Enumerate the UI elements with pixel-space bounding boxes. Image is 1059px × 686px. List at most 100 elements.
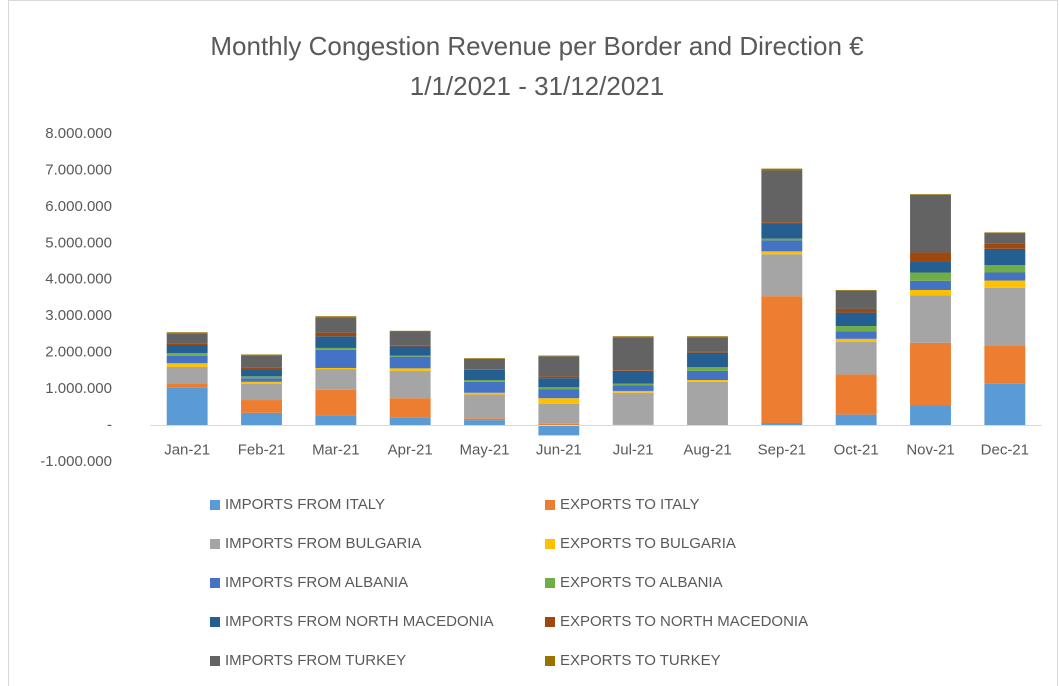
- bar-segment: [166, 343, 208, 346]
- bar-segment: [835, 289, 877, 291]
- legend-label: IMPORTS FROM ITALY: [225, 496, 385, 513]
- bar-segment: [538, 387, 580, 390]
- legend-label: EXPORTS TO TURKEY: [560, 652, 721, 669]
- y-tick-label: 3.000.000: [45, 307, 112, 324]
- bar-segment: [612, 383, 654, 386]
- bar-segment: [910, 194, 951, 253]
- x-tick-label: Sep-21: [758, 442, 806, 459]
- legend-swatch: [545, 578, 555, 588]
- legend-label: EXPORTS TO ALBANIA: [560, 574, 723, 591]
- y-tick-label: 2.000.000: [45, 344, 112, 361]
- bar-segment: [464, 381, 505, 393]
- bar-segment: [315, 347, 357, 350]
- legend-label: EXPORTS TO ITALY: [560, 496, 700, 513]
- bar-segment: [910, 295, 951, 343]
- bar-segment: [464, 392, 505, 395]
- bar-segment: [241, 383, 282, 401]
- bar-segment: [389, 368, 431, 371]
- x-tick-label: Jan-21: [164, 442, 210, 459]
- x-tick-label: Feb-21: [238, 442, 286, 459]
- legend-label: EXPORTS TO BULGARIA: [560, 535, 736, 552]
- bar-segment: [464, 358, 505, 359]
- bar-segment: [166, 363, 208, 367]
- bar-segment: [538, 378, 580, 388]
- bar-segment: [538, 398, 580, 404]
- bar-segment: [984, 248, 1026, 266]
- bar-segment: [389, 331, 431, 346]
- legend-swatch: [545, 617, 555, 627]
- bar-segment: [389, 356, 431, 369]
- bar-segment: [464, 394, 505, 419]
- bar-segment: [241, 376, 282, 379]
- legend-swatch: [545, 539, 555, 549]
- chart-title: Monthly Congestion Revenue per Border an…: [210, 31, 864, 61]
- bar-segment: [464, 369, 505, 380]
- bar-segment: [984, 272, 1026, 281]
- bar-segment: [464, 420, 505, 426]
- bar-segment: [389, 330, 431, 332]
- bar-segment: [687, 336, 728, 338]
- bar-segment: [166, 345, 208, 354]
- x-tick-label: Oct-21: [834, 442, 879, 459]
- bar-segment: [315, 336, 357, 348]
- bar-segment: [761, 296, 803, 424]
- bar-segment: [166, 332, 208, 334]
- bar-segment: [761, 170, 803, 223]
- bar-segment: [910, 405, 951, 426]
- x-tick-label: Aug-21: [683, 442, 731, 459]
- bar-segment: [612, 370, 654, 384]
- bar-segment: [612, 392, 654, 425]
- bar-segment: [315, 349, 357, 368]
- bar-segment: [612, 370, 654, 371]
- bar-segment: [687, 381, 728, 426]
- bar-segment: [687, 351, 728, 353]
- bar-segment: [612, 337, 654, 371]
- bar-segment: [315, 369, 357, 390]
- bar-segment: [315, 367, 357, 370]
- y-tick-label: -: [107, 417, 112, 434]
- bar-segment: [910, 272, 951, 281]
- bar-segment: [612, 336, 654, 338]
- bar-segment: [389, 346, 431, 356]
- bar-segment: [538, 403, 580, 424]
- bar-segment: [538, 389, 580, 399]
- bar-segment: [241, 378, 282, 382]
- bar-segment: [241, 381, 282, 384]
- bar-segment: [166, 366, 208, 385]
- y-tick-label: 7.000.000: [45, 161, 112, 178]
- bar-segment: [835, 331, 877, 339]
- bar-segment: [241, 369, 282, 377]
- bar-segment: [761, 251, 803, 255]
- bar-segment: [984, 232, 1026, 234]
- bar-segment: [612, 390, 654, 393]
- bar-segment: [241, 354, 282, 356]
- bar-segment: [166, 333, 208, 344]
- bar-segment: [835, 326, 877, 332]
- bar-segment: [538, 355, 580, 357]
- bar-segment: [835, 341, 877, 375]
- bar-segment: [761, 224, 803, 239]
- bar-segment: [315, 389, 357, 416]
- bar-segment: [835, 312, 877, 327]
- bar-segment: [761, 238, 803, 241]
- bar-segment: [761, 254, 803, 297]
- y-tick-label: 1.000.000: [45, 380, 112, 397]
- y-tick-label: 8.000.000: [45, 125, 112, 142]
- bar-segment: [761, 168, 803, 171]
- x-tick-label: Apr-21: [388, 442, 433, 459]
- bar-segment: [910, 252, 951, 262]
- bar-segment: [835, 290, 877, 309]
- bar-segment: [464, 369, 505, 370]
- bar-segment: [315, 316, 357, 318]
- bar-segment: [389, 417, 431, 426]
- x-tick-label: Nov-21: [906, 442, 954, 459]
- bar-segment: [984, 265, 1026, 273]
- legend-swatch: [210, 578, 220, 588]
- bar-segment: [910, 261, 951, 273]
- legend-label: IMPORTS FROM BULGARIA: [225, 535, 421, 552]
- bar-segment: [910, 280, 951, 290]
- bar-segment: [984, 345, 1026, 384]
- bar-segment: [389, 398, 431, 418]
- bar-segment: [315, 332, 357, 337]
- legend-label: IMPORTS FROM NORTH MACEDONIA: [225, 613, 494, 630]
